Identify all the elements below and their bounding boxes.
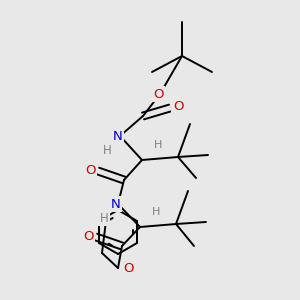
Text: O: O [153, 88, 163, 100]
Text: H: H [152, 207, 160, 217]
Text: H: H [100, 212, 108, 224]
Text: O: O [83, 230, 93, 244]
Text: N: N [113, 130, 123, 142]
Text: O: O [123, 262, 133, 275]
Text: H: H [154, 140, 162, 150]
Text: O: O [85, 164, 95, 178]
Text: N: N [111, 197, 121, 211]
Text: H: H [103, 143, 111, 157]
Text: O: O [173, 100, 183, 112]
